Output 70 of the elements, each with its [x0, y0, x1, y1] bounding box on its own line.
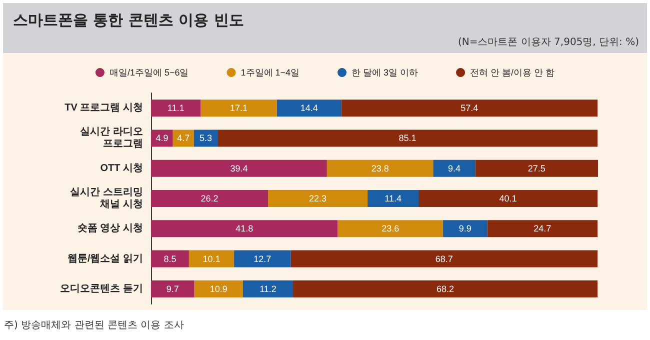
- bar: [151, 160, 327, 177]
- data-label: 57.4: [460, 103, 478, 114]
- bar: [151, 190, 268, 207]
- bar: [276, 100, 342, 117]
- data-label: 11.4: [384, 194, 402, 204]
- legend-label: 1주일에 1~4일: [240, 68, 300, 78]
- y-tick-label: 오디오콘텐츠 듣기: [60, 283, 143, 294]
- data-label: 27.5: [528, 163, 546, 174]
- data-label: 22.3: [309, 194, 327, 204]
- bar: [368, 190, 418, 207]
- text: 주) 방송매체와 관련된 콘텐츠 이용 조사: [4, 319, 184, 332]
- data-label: 68.2: [436, 284, 454, 294]
- bar: [487, 220, 598, 238]
- data-label: 68.7: [435, 254, 453, 264]
- bar: [151, 250, 189, 268]
- data-label: 24.7: [534, 224, 552, 234]
- data-label: 23.6: [382, 224, 400, 234]
- data-label: 5.3: [199, 133, 212, 144]
- bar: [341, 100, 598, 117]
- data-label: 11.2: [260, 284, 276, 294]
- chart-title: 스마트폰을 통한 콘텐츠 이용 빈도: [13, 11, 244, 30]
- legend-label: 매일/1주일에 5~6일: [109, 68, 189, 78]
- data-label: 23.8: [371, 163, 389, 174]
- y-tick-label: 숏폼 영상 시청: [77, 223, 143, 234]
- data-label: 4.9: [156, 133, 168, 144]
- data-label: 12.7: [254, 254, 272, 264]
- data-label: 9.9: [458, 224, 472, 234]
- y-tick-label: OTT 시청: [100, 162, 143, 174]
- bar: [234, 250, 291, 268]
- data-label: 10.1: [202, 254, 220, 264]
- data-label: 41.8: [236, 224, 254, 234]
- bar: [290, 250, 598, 268]
- bar: [172, 130, 194, 147]
- bar: [475, 160, 598, 177]
- y-tick-label: 실시간 스트리밍 채널 시청: [70, 187, 143, 210]
- data-label: 85.1: [398, 133, 416, 144]
- data-label: 9.4: [448, 163, 460, 174]
- bar: [194, 280, 243, 298]
- bar: [443, 220, 488, 238]
- chart-subtitle: (N=스마트폰 이용자 7,905명, 단위: %): [458, 36, 639, 49]
- bar: [218, 130, 598, 147]
- bar: [268, 190, 368, 207]
- bar: [151, 100, 201, 117]
- y-tick-label: TV 프로그램 시청: [64, 102, 143, 114]
- data-label: 39.4: [230, 163, 248, 174]
- bar: [242, 280, 294, 298]
- bar: [188, 250, 234, 268]
- bar: [151, 220, 338, 238]
- data-label: 40.1: [499, 194, 517, 204]
- data-label: 9.7: [166, 284, 179, 294]
- bar: [194, 130, 218, 147]
- data-label: 10.9: [210, 284, 228, 294]
- legend-label: 전혀 안 봄/이용 안 함: [470, 68, 555, 78]
- legend-label: 한 달에 3일 이하: [352, 68, 418, 78]
- bar: [151, 130, 173, 147]
- bar: [293, 280, 598, 298]
- bar: [338, 220, 444, 238]
- bar: [326, 160, 434, 177]
- y-tick-label: 웹툰/웹소설 읽기: [67, 253, 143, 264]
- bar: [151, 280, 194, 298]
- data-label: 8.5: [164, 254, 176, 264]
- y-tick-label: 실시간 라디오 프로그램: [80, 126, 143, 150]
- data-label: 4.7: [177, 133, 190, 144]
- data-label: 11.1: [167, 103, 184, 114]
- data-label: 17.1: [230, 103, 248, 114]
- data-label: 14.4: [300, 103, 318, 114]
- bar: [418, 190, 598, 207]
- bar: [200, 100, 277, 117]
- data-label: 26.2: [200, 194, 218, 204]
- bar: [433, 160, 476, 177]
